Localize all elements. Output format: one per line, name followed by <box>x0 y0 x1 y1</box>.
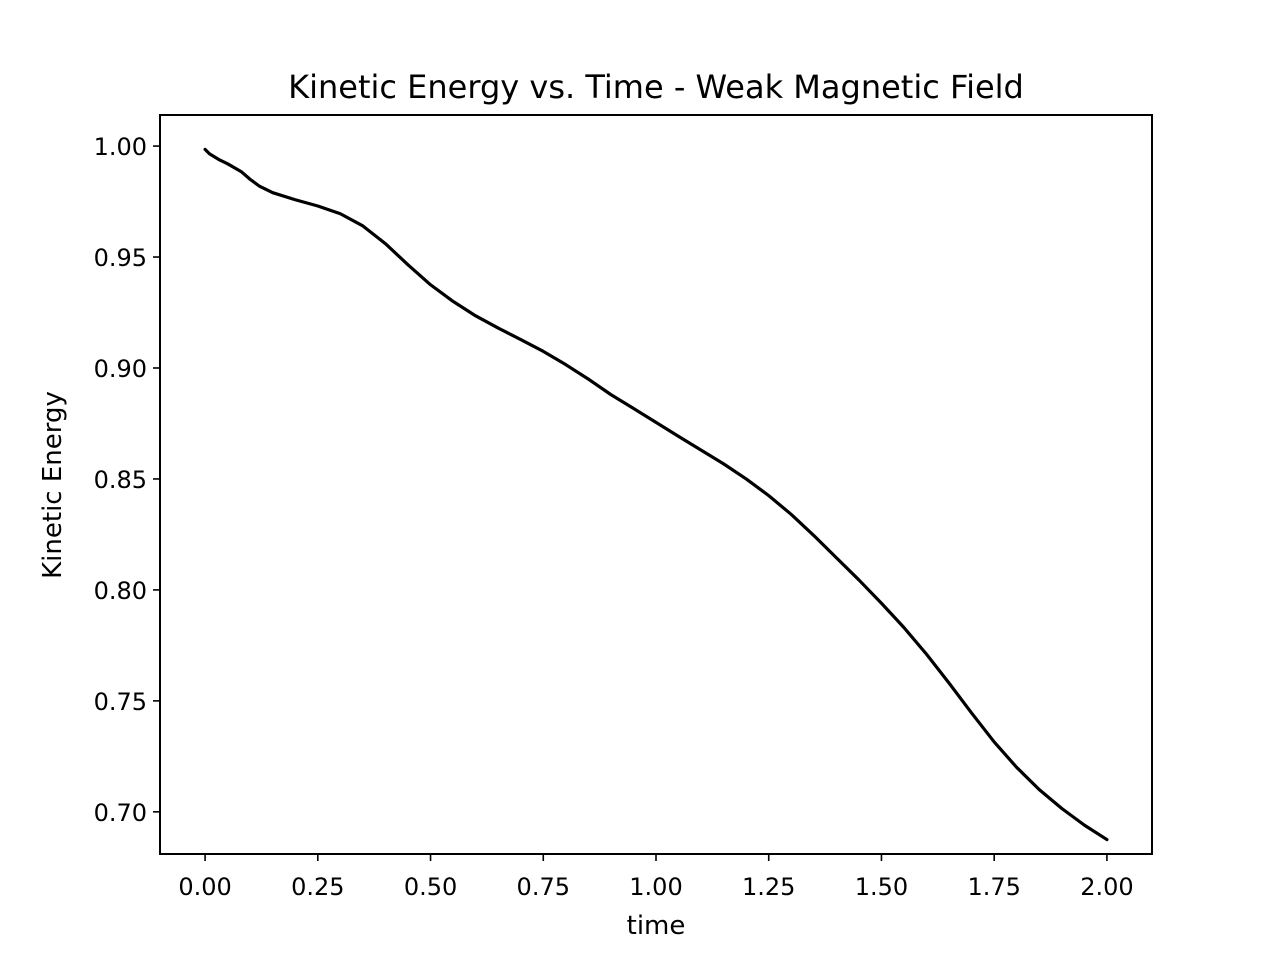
x-axis: 0.00 0.25 0.50 0.75 1.00 1.25 1.50 1.75 2.00 <box>178 854 1134 901</box>
y-axis-label: Kinetic Energy <box>38 391 68 579</box>
plot-area <box>203 147 1109 842</box>
y-tick-label: 0.80 <box>94 577 147 605</box>
x-tick-label: 0.75 <box>517 873 570 901</box>
chart-title: Kinetic Energy vs. Time - Weak Magnetic … <box>288 68 1024 106</box>
series-line-0 <box>203 147 1109 842</box>
x-tick-label: 1.25 <box>742 873 795 901</box>
y-tick-label: 0.75 <box>94 688 147 716</box>
x-tick-label: 0.00 <box>178 873 231 901</box>
x-tick-label: 0.25 <box>291 873 344 901</box>
x-tick-label: 1.00 <box>629 873 682 901</box>
y-tick-label: 0.95 <box>94 244 147 272</box>
x-tick-label: 1.75 <box>967 873 1020 901</box>
x-tick-label: 2.00 <box>1080 873 1133 901</box>
y-tick-label: 0.90 <box>94 355 147 383</box>
y-tick-label: 0.70 <box>94 799 147 827</box>
y-axis: 0.70 0.75 0.80 0.85 0.90 0.95 1.00 <box>94 133 160 827</box>
y-tick-label: 0.85 <box>94 466 147 494</box>
plot-frame <box>159 114 1153 855</box>
y-tick-label: 1.00 <box>94 133 147 161</box>
x-tick-label: 1.50 <box>855 873 908 901</box>
x-axis-label: time <box>627 911 686 941</box>
x-tick-label: 0.50 <box>404 873 457 901</box>
